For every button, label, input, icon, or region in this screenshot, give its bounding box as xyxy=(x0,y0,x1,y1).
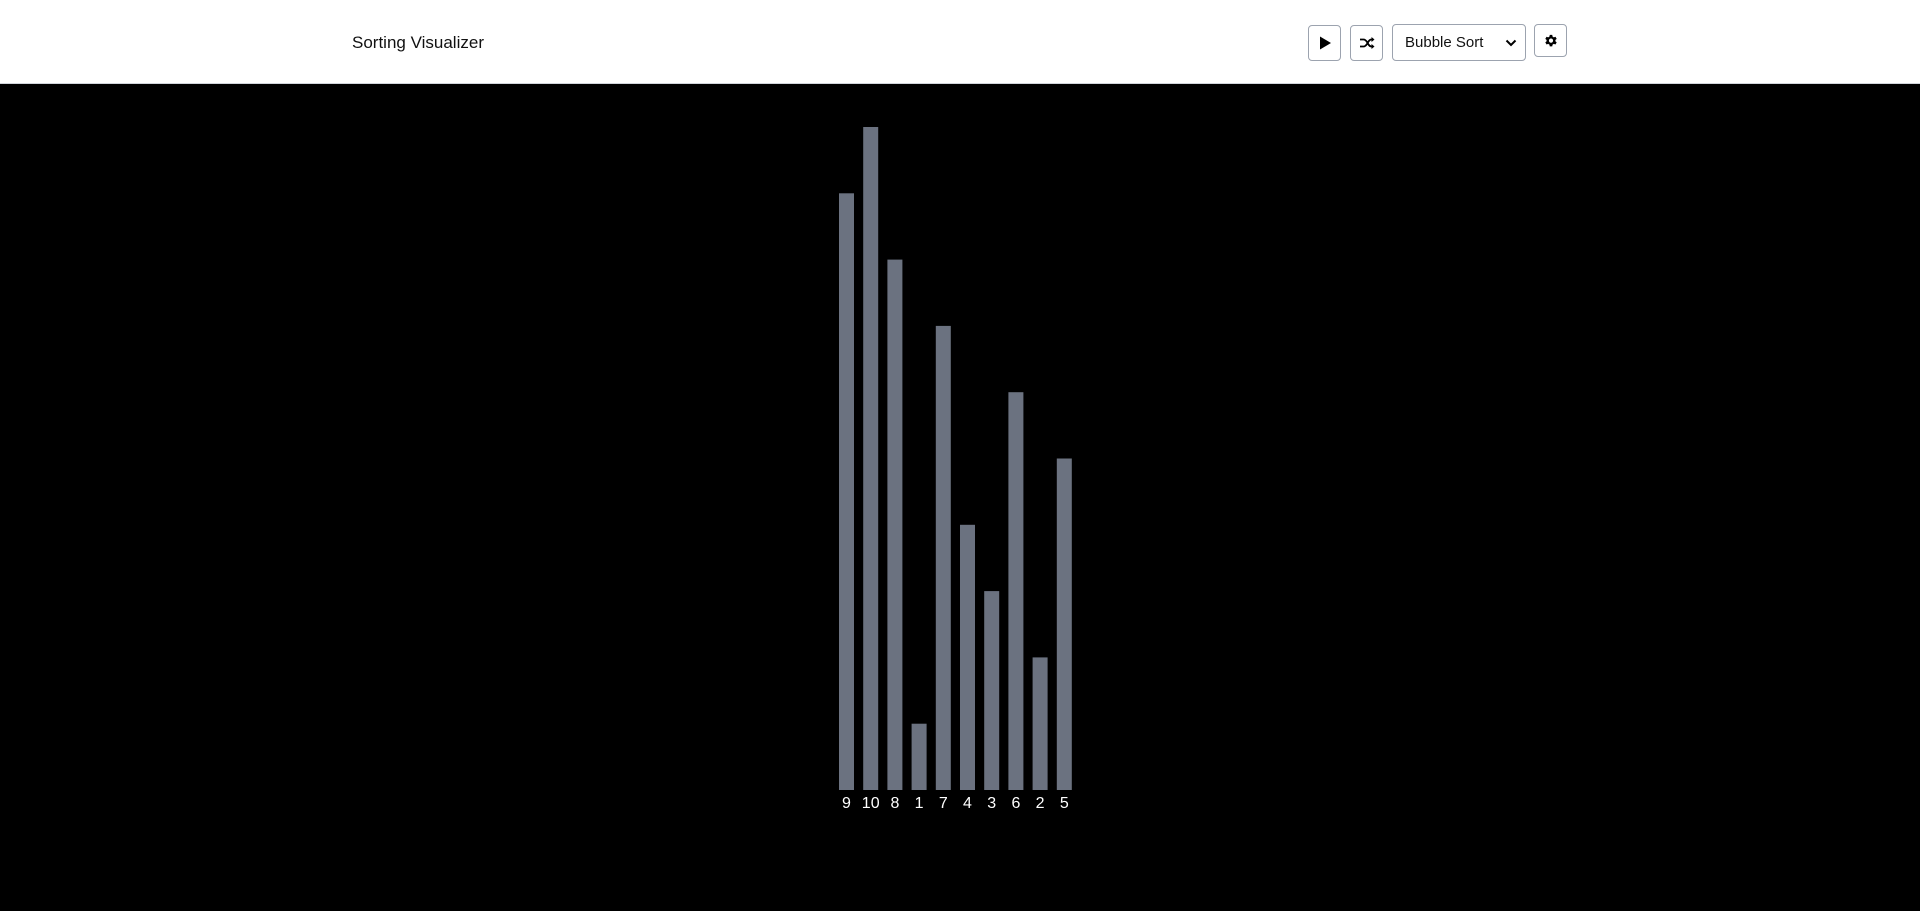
bar-5 xyxy=(1056,458,1072,790)
chevron-down-icon xyxy=(1505,39,1517,46)
algorithm-select-value: Bubble Sort xyxy=(1405,34,1484,51)
bars-chart: 9 10 8 1 7 4 3 6 2 5 xyxy=(839,127,1072,812)
bar-6 xyxy=(1008,392,1024,790)
bar-3 xyxy=(984,591,1000,790)
shuffle-icon xyxy=(1359,36,1374,49)
bar-label: 3 xyxy=(987,795,996,812)
bar-10 xyxy=(863,127,879,790)
bar-label: 4 xyxy=(963,795,972,812)
bar-label: 1 xyxy=(915,795,924,812)
bar-4 xyxy=(960,524,975,790)
bar-label: 10 xyxy=(862,795,880,812)
bar-9 xyxy=(839,193,854,791)
gear-icon xyxy=(1544,34,1557,46)
app-title: Sorting Visualizer xyxy=(352,33,484,52)
bar-7 xyxy=(935,325,951,790)
visualizer-canvas: 9 10 8 1 7 4 3 6 2 5 xyxy=(0,85,1920,911)
algorithm-select[interactable]: Bubble Sort xyxy=(1392,24,1526,61)
bar-label: 8 xyxy=(890,795,899,812)
bar-8 xyxy=(887,259,903,791)
bar-label: 6 xyxy=(1011,795,1020,812)
bar-label: 2 xyxy=(1036,795,1045,812)
play-icon xyxy=(1319,36,1331,49)
top-navbar: Sorting Visualizer Bubble Sort xyxy=(0,0,1920,84)
toolbar-controls: Bubble Sort xyxy=(1308,24,1567,61)
bar-2 xyxy=(1032,657,1048,790)
bar-label: 9 xyxy=(842,795,851,812)
play-button[interactable] xyxy=(1308,24,1341,61)
bar-label: 7 xyxy=(939,795,948,812)
shuffle-button[interactable] xyxy=(1350,24,1383,61)
settings-button[interactable] xyxy=(1534,24,1567,57)
bar-label: 5 xyxy=(1060,795,1069,812)
bar-1 xyxy=(911,723,927,790)
